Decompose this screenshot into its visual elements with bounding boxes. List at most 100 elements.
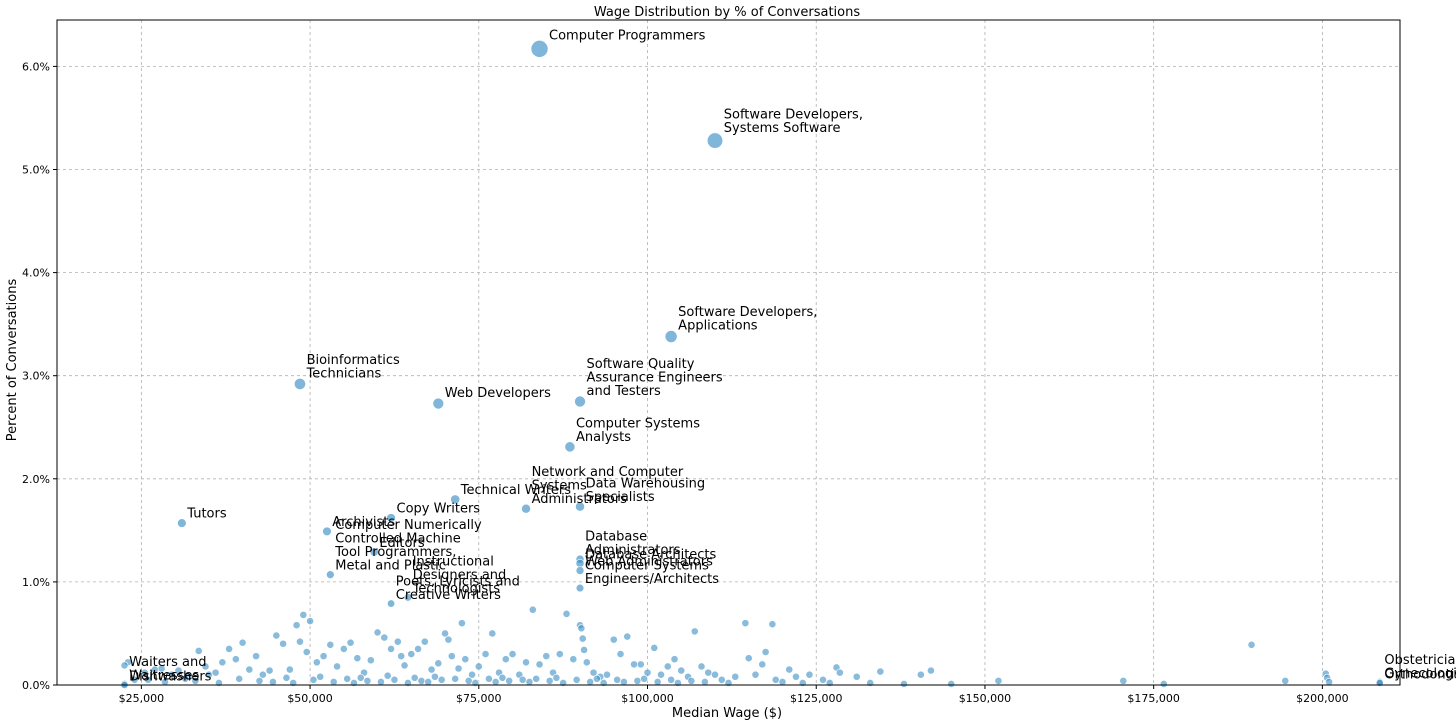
labeled-data-point [575, 566, 585, 575]
data-point [835, 668, 844, 677]
data-point [741, 619, 750, 628]
data-point [407, 650, 416, 658]
data-point [157, 664, 166, 673]
data-point [346, 638, 355, 647]
data-point [285, 665, 294, 674]
data-point [417, 676, 426, 685]
data-point [916, 670, 925, 679]
data-point [333, 662, 341, 671]
data-point [272, 631, 281, 640]
y-tick-label: 3.0% [22, 370, 50, 383]
data-point [819, 675, 827, 684]
y-tick-label: 4.0% [22, 267, 50, 280]
data-point [663, 662, 672, 671]
data-point [444, 635, 453, 644]
data-point [630, 660, 638, 669]
data-point [778, 678, 787, 686]
labeled-data-point [322, 526, 332, 537]
data-point [302, 648, 311, 656]
labeled-data-point [450, 494, 461, 505]
x-tick-label: $75,000 [456, 692, 502, 705]
data-point [700, 678, 709, 686]
data-point [377, 678, 385, 686]
data-point [319, 652, 328, 661]
annotation-line: Specialists [586, 490, 655, 505]
point-annotation: Computer Programmers [549, 28, 706, 43]
data-point [191, 676, 200, 685]
annotation-line: Archivists [332, 515, 395, 530]
data-point [410, 673, 419, 682]
data-point [420, 637, 429, 646]
data-point [231, 655, 240, 664]
data-point [636, 660, 645, 669]
data-point [677, 666, 686, 675]
x-tick-label: $200,000 [1296, 692, 1349, 705]
data-point [731, 672, 740, 681]
data-point [356, 673, 365, 682]
data-point [326, 640, 335, 649]
data-point [447, 652, 456, 661]
point-annotation: Computer Systems Engineers/Architects [585, 559, 719, 588]
data-point [363, 676, 372, 685]
data-point [140, 668, 149, 677]
data-point [711, 670, 719, 679]
data-point [474, 662, 483, 671]
data-point [161, 678, 169, 686]
labeled-data-point [294, 378, 306, 390]
point-annotation: Technical Writers [460, 483, 571, 498]
x-tick-label: $125,000 [790, 692, 843, 705]
data-point [387, 645, 395, 653]
point-annotation: Software Developers, Applications [678, 305, 817, 334]
data-point [390, 675, 399, 684]
x-tick-label: $50,000 [287, 692, 333, 705]
point-annotation: Database Architects [585, 547, 716, 562]
point-annotation: Obstetricians andGynecologists [1384, 653, 1456, 682]
data-point [373, 628, 382, 637]
data-point [211, 668, 220, 677]
annotation-line: Technicians [306, 366, 382, 381]
data-point [577, 624, 586, 633]
annotation-line: Orthodontists [1384, 667, 1456, 682]
data-point [643, 668, 652, 677]
y-tick-label: 6.0% [22, 60, 50, 73]
plot-frame [56, 19, 1401, 686]
annotation-line: Waiters and [129, 655, 206, 670]
data-point [269, 678, 277, 686]
point-annotation: Web Developers [445, 386, 551, 401]
data-point [144, 675, 153, 684]
data-point [309, 675, 318, 684]
data-point [488, 629, 497, 638]
labeled-data-point [706, 132, 724, 149]
labeled-data-point [403, 593, 412, 602]
data-point [299, 610, 308, 619]
annotation-line: Bioinformatics [307, 353, 400, 368]
data-point [464, 676, 473, 685]
data-point [181, 674, 190, 683]
data-point [427, 665, 436, 674]
data-point [1281, 676, 1290, 685]
data-point [589, 668, 598, 677]
data-point [717, 675, 726, 684]
annotation-line: Computer Numerically [335, 518, 482, 533]
data-point [434, 659, 443, 668]
data-point [414, 645, 422, 653]
data-point [994, 676, 1003, 685]
data-point [225, 645, 233, 653]
data-point [296, 637, 304, 646]
annotation-line: Analysts [576, 430, 631, 445]
data-point [120, 661, 129, 670]
annotation-line: Web Developers [445, 386, 551, 401]
annotation-line: and Testers [587, 384, 662, 399]
annotation-line: Systems [532, 479, 587, 494]
data-point [343, 674, 352, 683]
point-annotation: Dishwashers [129, 669, 212, 684]
data-point [569, 655, 578, 664]
data-point [279, 639, 287, 648]
annotation-line: Applications [678, 318, 758, 333]
annotation-line: Copy Writers [397, 502, 481, 517]
data-point [491, 678, 500, 686]
data-point [508, 650, 517, 658]
y-tick-label: 1.0% [22, 576, 50, 589]
data-point [501, 655, 510, 664]
